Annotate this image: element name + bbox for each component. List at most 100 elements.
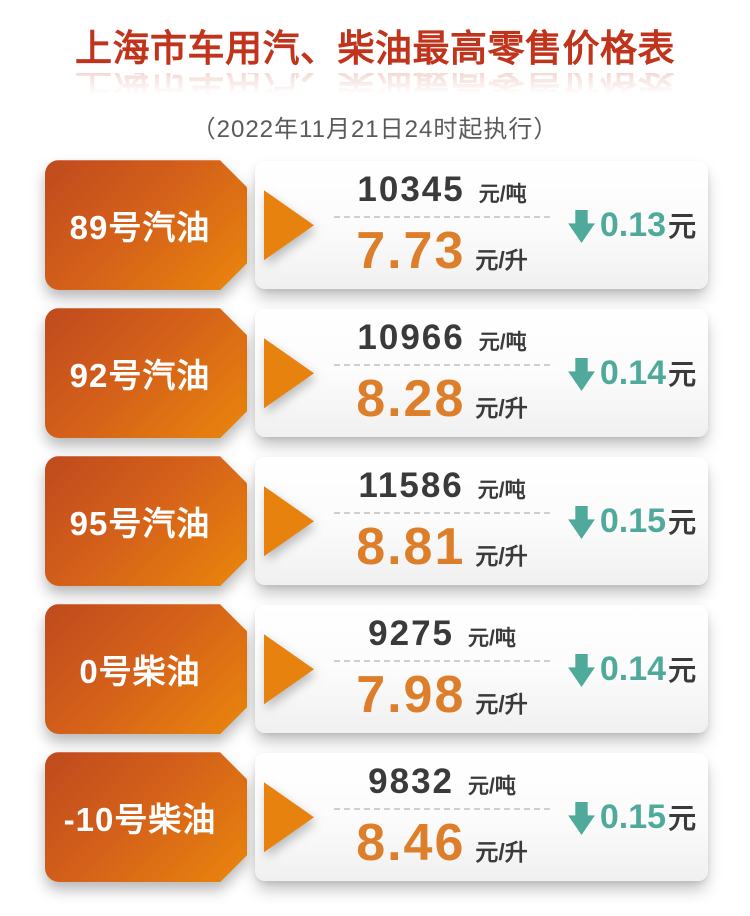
change-text: 0.14 元 — [600, 353, 696, 393]
fuel-row: 89号汽油 10345 元/吨 7.73 元/升 0.13 元 — [0, 160, 750, 291]
page-subtitle: （2022年11月21日24时起执行） — [191, 116, 559, 144]
title-reflection: 上海市车用汽、柴油最高零售价格表 — [75, 73, 675, 104]
change-unit: 元 — [668, 803, 697, 835]
fuel-row: 92号汽油 10966 元/吨 8.28 元/升 0.14 元 — [0, 308, 750, 439]
liter-price: 8.81 — [356, 517, 466, 576]
fuel-tag: 95号汽油 — [45, 456, 247, 586]
fuel-row: 0号柴油 9275 元/吨 7.98 元/升 0.14 元 — [0, 604, 750, 735]
change-value: 0.15 — [599, 798, 667, 837]
fuel-tag-shape: 95号汽油 — [45, 456, 247, 586]
dashed-divider — [334, 215, 550, 218]
price-change: 0.15 元 — [558, 457, 706, 585]
price-column: 9275 元/吨 7.98 元/升 — [327, 605, 557, 733]
dashed-divider — [334, 659, 550, 662]
liter-unit: 元/升 — [475, 394, 528, 421]
fuel-tag: 89号汽油 — [45, 160, 247, 290]
ton-price-line: 9275 元/吨 — [368, 614, 516, 654]
down-arrow-icon — [567, 210, 595, 244]
fuel-row: -10号柴油 9832 元/吨 8.46 元/升 0.15 元 — [0, 752, 750, 883]
ton-unit: 元/吨 — [468, 774, 516, 798]
liter-price: 7.98 — [356, 665, 466, 724]
price-card: 11586 元/吨 8.81 元/升 0.15 元 — [255, 457, 708, 586]
price-column: 10345 元/吨 7.73 元/升 — [327, 161, 557, 289]
liter-price-line: 8.81 元/升 — [356, 517, 528, 577]
change-text: 0.14 元 — [600, 649, 696, 689]
fuel-tag-label: 89号汽油 — [69, 209, 211, 247]
change-text: 0.15 元 — [600, 501, 696, 541]
header: 上海市车用汽、柴油最高零售价格表 上海市车用汽、柴油最高零售价格表 （2022年… — [0, 0, 750, 144]
dashed-divider — [334, 363, 550, 366]
ton-price-line: 9832 元/吨 — [368, 762, 516, 802]
fuel-tag: 92号汽油 — [45, 308, 247, 438]
dashed-divider — [334, 807, 550, 810]
down-arrow-icon — [567, 802, 595, 836]
liter-price-line: 7.98 元/升 — [356, 665, 528, 725]
ton-price: 10966 — [357, 317, 465, 357]
liter-price: 8.46 — [356, 813, 466, 872]
down-arrow-icon — [567, 506, 595, 540]
price-card: 10345 元/吨 7.73 元/升 0.13 元 — [255, 161, 708, 290]
change-text: 0.15 元 — [600, 797, 696, 837]
fuel-tag-label: 95号汽油 — [69, 505, 211, 543]
page-title: 上海市车用汽、柴油最高零售价格表 — [75, 28, 675, 69]
ton-price: 9275 — [368, 613, 455, 653]
fuel-tag-label: 92号汽油 — [69, 357, 211, 395]
price-column: 10966 元/吨 8.28 元/升 — [327, 309, 557, 437]
ton-price: 10345 — [357, 169, 465, 209]
fuel-tag: -10号柴油 — [45, 752, 247, 882]
pointer-triangle-icon — [264, 782, 314, 853]
liter-price: 7.73 — [356, 221, 466, 280]
change-text: 0.13 元 — [600, 205, 696, 245]
liter-unit: 元/升 — [475, 690, 528, 717]
price-card: 9832 元/吨 8.46 元/升 0.15 元 — [255, 753, 708, 882]
change-unit: 元 — [668, 359, 697, 391]
liter-unit: 元/升 — [475, 838, 528, 865]
liter-unit: 元/升 — [475, 246, 528, 273]
pointer-triangle-icon — [264, 338, 314, 409]
down-arrow-icon — [567, 358, 595, 392]
ton-unit: 元/吨 — [477, 478, 526, 502]
price-card: 9275 元/吨 7.98 元/升 0.14 元 — [255, 605, 708, 734]
change-unit: 元 — [668, 655, 697, 687]
pointer-triangle-icon — [264, 190, 314, 261]
ton-price-line: 11586 元/吨 — [358, 466, 525, 506]
price-change: 0.13 元 — [558, 161, 706, 289]
change-unit: 元 — [668, 211, 697, 243]
ton-price-line: 10345 元/吨 — [357, 170, 526, 210]
fuel-tag: 0号柴油 — [45, 604, 247, 734]
fuel-row: 95号汽油 11586 元/吨 8.81 元/升 0.15 元 — [0, 456, 750, 587]
ton-unit: 元/吨 — [468, 626, 516, 650]
fuel-tag-label: -10号柴油 — [63, 801, 217, 839]
change-value: 0.15 — [599, 502, 667, 541]
liter-price-line: 7.73 元/升 — [356, 221, 528, 281]
price-card: 10966 元/吨 8.28 元/升 0.14 元 — [255, 309, 708, 438]
ton-price: 11586 — [358, 465, 464, 505]
price-rows: 89号汽油 10345 元/吨 7.73 元/升 0.13 元 — [0, 160, 750, 883]
ton-unit: 元/吨 — [478, 182, 527, 206]
fuel-tag-shape: 0号柴油 — [45, 604, 247, 734]
price-column: 11586 元/吨 8.81 元/升 — [327, 457, 557, 585]
liter-price-line: 8.28 元/升 — [356, 369, 528, 429]
ton-price-line: 10966 元/吨 — [357, 318, 526, 358]
dashed-divider — [334, 511, 550, 514]
fuel-tag-shape: 89号汽油 — [45, 160, 247, 290]
down-arrow-icon — [567, 654, 595, 688]
fuel-tag-shape: 92号汽油 — [45, 308, 247, 438]
liter-unit: 元/升 — [475, 542, 528, 569]
change-unit: 元 — [668, 507, 697, 539]
price-change: 0.15 元 — [558, 753, 706, 881]
change-value: 0.14 — [599, 650, 667, 689]
change-value: 0.13 — [599, 206, 667, 245]
ton-unit: 元/吨 — [478, 330, 527, 354]
ton-price: 9832 — [368, 761, 455, 801]
pointer-triangle-icon — [264, 634, 314, 705]
price-change: 0.14 元 — [558, 309, 706, 437]
pointer-triangle-icon — [264, 486, 314, 557]
liter-price: 8.28 — [356, 369, 466, 428]
price-change: 0.14 元 — [558, 605, 706, 733]
fuel-tag-label: 0号柴油 — [79, 653, 201, 691]
price-column: 9832 元/吨 8.46 元/升 — [327, 753, 557, 881]
liter-price-line: 8.46 元/升 — [356, 813, 528, 873]
change-value: 0.14 — [599, 354, 667, 393]
fuel-tag-shape: -10号柴油 — [45, 752, 247, 882]
